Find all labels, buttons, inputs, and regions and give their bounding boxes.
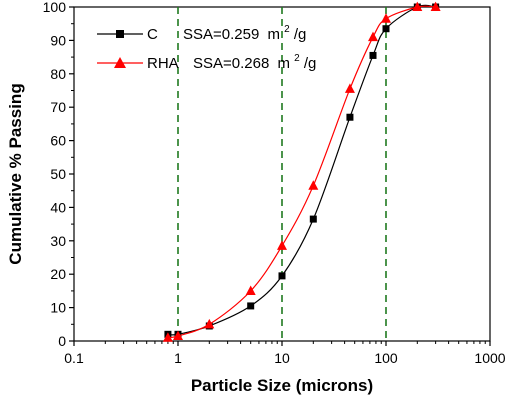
- legend-annotation-c: SSA=0.259 m 2 /g: [183, 19, 306, 43]
- y-tick-label: 0: [58, 333, 66, 349]
- legend-annotation-c-value: SSA=0.259: [183, 26, 259, 43]
- data-point: [204, 318, 215, 329]
- y-tick-label: 100: [43, 0, 67, 15]
- data-point: [245, 285, 256, 295]
- y-tick-label: 60: [50, 133, 66, 149]
- y-tick-label: 20: [50, 266, 66, 282]
- legend-annotation-rha-unit-tail: /g: [304, 55, 317, 72]
- y-axis-title: Cumulative % Passing: [6, 83, 25, 264]
- data-point: [344, 83, 355, 93]
- legend-annotation-c-unit-sup: 2: [284, 24, 290, 35]
- series-rha: [162, 1, 441, 342]
- data-point: [382, 25, 390, 33]
- data-point: [247, 302, 255, 310]
- legend-annotation-rha-value: SSA=0.268: [193, 55, 269, 72]
- legend-label-c: C: [147, 26, 158, 43]
- legend-annotation-rha: SSA=0.268 m 2 /g: [193, 48, 316, 72]
- reference-lines: [177, 7, 387, 341]
- y-tick-label: 40: [50, 199, 66, 215]
- y-tick-label: 70: [50, 99, 66, 115]
- legend-annotation-c-unit-tail: /g: [294, 26, 307, 43]
- y-tick-label: 10: [50, 300, 66, 316]
- y-tick-label: 90: [50, 32, 66, 48]
- series-layer: [162, 1, 441, 342]
- data-point: [346, 113, 354, 121]
- data-point: [277, 240, 287, 250]
- legend-annotation-rha-unit-sup: 2: [294, 53, 300, 64]
- data-point: [368, 31, 379, 42]
- legend-annotation-rha-unit: m: [277, 55, 290, 72]
- y-tick-label: 50: [50, 166, 66, 182]
- data-point: [162, 332, 173, 342]
- data-point: [309, 215, 317, 223]
- legend-label-rha: RHA: [147, 55, 179, 72]
- y-tick-label: 80: [50, 66, 66, 82]
- data-point: [278, 272, 286, 280]
- x-axis-ticks: 0.1 1 10 100 1000: [64, 341, 506, 366]
- data-point: [430, 1, 441, 12]
- legend: C SSA=0.259 m 2 /g RHA SSA=0.268 m 2 /g: [97, 19, 316, 72]
- data-point: [173, 330, 183, 341]
- legend-annotation-c-unit: m: [267, 26, 280, 43]
- data-point: [381, 13, 391, 23]
- x-tick-label: 100: [374, 350, 398, 366]
- legend-marker-c: [116, 30, 124, 38]
- x-axis-title: Particle Size (microns): [191, 376, 373, 395]
- y-axis-ticks: 0 10 20 30 40 50 60 70 80 90 100: [43, 0, 74, 349]
- y-tick-label: 30: [50, 233, 66, 249]
- x-tick-label: 10: [274, 350, 290, 366]
- x-tick-label: 0.1: [64, 350, 84, 366]
- x-tick-label: 1: [174, 350, 182, 366]
- x-tick-label: 1000: [474, 350, 505, 366]
- legend-marker-rha: [114, 57, 126, 68]
- data-point: [412, 1, 423, 12]
- data-point: [369, 51, 377, 59]
- data-point: [308, 180, 319, 190]
